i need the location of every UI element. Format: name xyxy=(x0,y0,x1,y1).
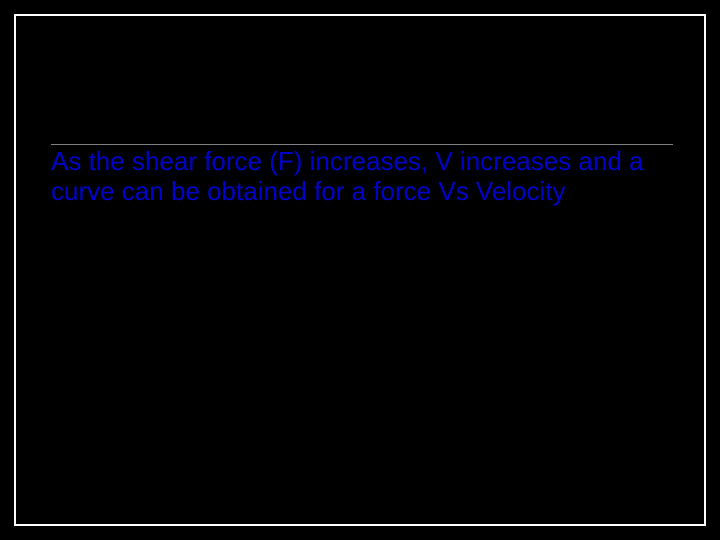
horizontal-rule xyxy=(51,144,673,145)
slide-frame: As the shear force (F) increases, V incr… xyxy=(14,14,706,526)
body-paragraph: As the shear force (F) increases, V incr… xyxy=(51,146,681,206)
